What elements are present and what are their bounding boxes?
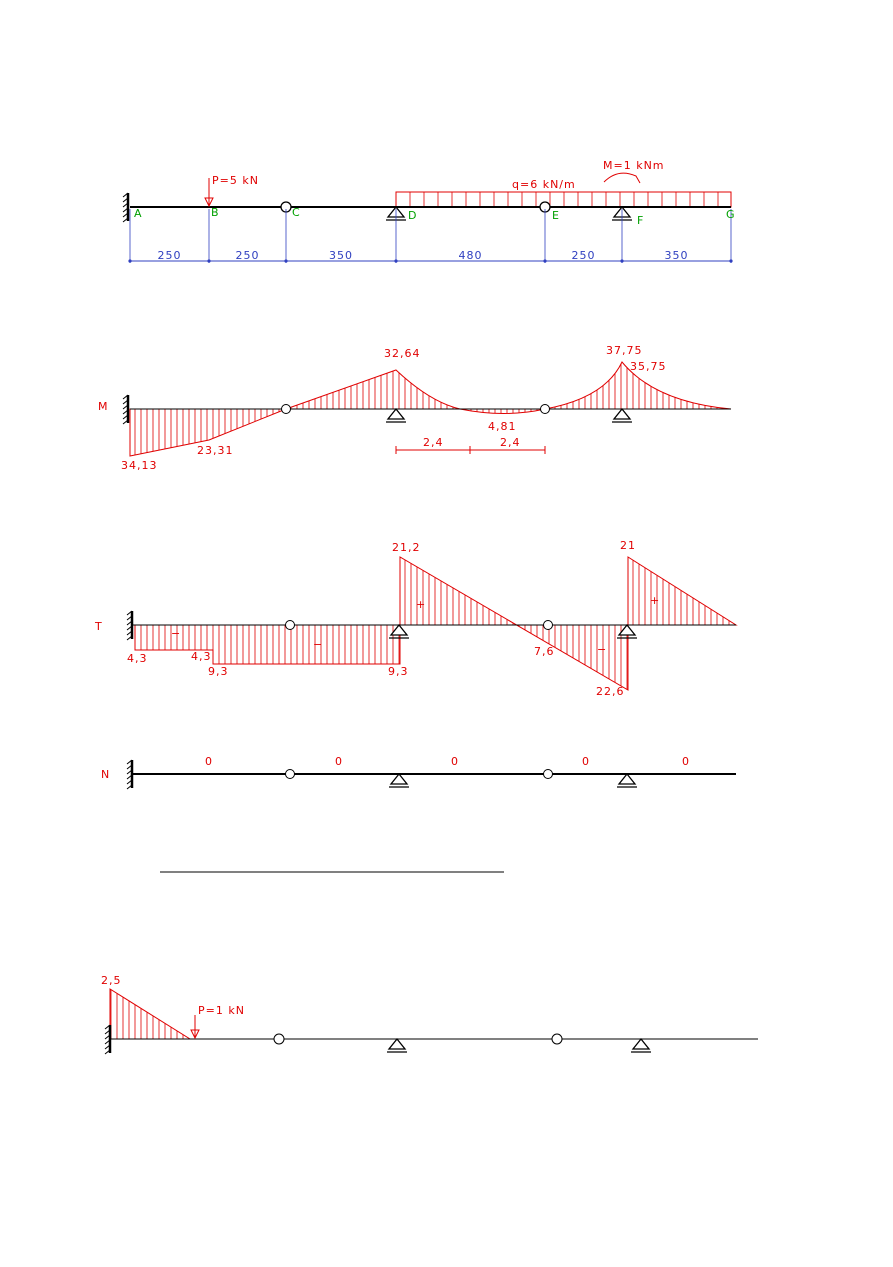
value-label: 22,6 (596, 685, 625, 698)
node-label: A (134, 207, 143, 220)
hinge (543, 620, 553, 630)
shear-shape (627, 556, 738, 626)
load-label: P=1 kN (198, 1004, 245, 1017)
fixed-support (103, 1023, 112, 1056)
value-label: 35,75 (630, 360, 667, 373)
value-label: 9,3 (388, 665, 409, 678)
value-label: 0 (205, 755, 213, 768)
influence-diagram: 2,5 P=1 kN (101, 974, 758, 1056)
beam-scheme: P=5 kN q=6 kN/m M=1 kNm 250 250 350 480 250 3… (121, 159, 736, 263)
force-arrowhead (190, 1029, 200, 1040)
support (386, 1038, 408, 1053)
fixed-support (125, 609, 134, 642)
value-label: 21 (620, 539, 636, 552)
value-label: 0 (335, 755, 343, 768)
diagram-label: M (98, 400, 109, 413)
force-arrowhead (204, 197, 214, 208)
dimension-label: 2,4 (423, 436, 444, 449)
fixed-support (121, 191, 130, 224)
dimension-line (395, 446, 546, 454)
value-label: 2,5 (101, 974, 122, 987)
node-label: F (637, 214, 644, 227)
value-label: 4,3 (191, 650, 212, 663)
dimension-tick (284, 259, 288, 263)
distributed-load (395, 191, 732, 208)
value-label: 4,3 (127, 652, 148, 665)
dimension-tick (128, 259, 132, 263)
dimension-label: 2,4 (500, 436, 521, 449)
value-label: 7,6 (534, 645, 555, 658)
dimension-label: 480 (459, 249, 483, 262)
value-label: 0 (682, 755, 690, 768)
support (388, 773, 410, 788)
dimension-tick (394, 259, 398, 263)
dimension-label: 350 (329, 249, 353, 262)
moment-label: M=1 kNm (603, 159, 665, 172)
dimension-line: 250 250 350 480 250 350 (128, 209, 733, 263)
hinge (540, 404, 550, 414)
support (630, 1038, 652, 1053)
sign-label: − (313, 638, 323, 651)
normal-diagram: N 0 0 0 0 0 (101, 755, 736, 791)
support (616, 773, 638, 788)
sign-label: − (597, 643, 607, 656)
dimension-label: 250 (236, 249, 260, 262)
load-ticks (409, 192, 719, 207)
sign-label: + (650, 594, 660, 607)
value-label: 0 (451, 755, 459, 768)
fixed-support (125, 758, 134, 791)
hinge (281, 404, 291, 414)
load-label: P=5 kN (212, 174, 259, 187)
fixed-support (121, 393, 130, 426)
value-label: 32,64 (384, 347, 421, 360)
moment-arrow (603, 172, 641, 184)
moment-diagram: M 34,13 23,31 32,64 4,81 37,75 35,75 2,4… (98, 344, 732, 472)
shear-diagram: T 4,3 4,3 9,3 9,3 21,2 7,6 22,6 21 − − +… (94, 539, 738, 698)
hinge (285, 769, 295, 779)
hinge (285, 620, 295, 630)
value-label: 21,2 (392, 541, 421, 554)
dimension-label: 250 (572, 249, 596, 262)
value-label: 37,75 (606, 344, 643, 357)
node-label: G (726, 208, 736, 221)
dimension-tick (543, 259, 547, 263)
hinge (551, 1033, 563, 1045)
value-label: 4,81 (488, 420, 517, 433)
value-label: 34,13 (121, 459, 158, 472)
node-label: D (408, 209, 417, 222)
load-label: q=6 kN/m (512, 178, 576, 191)
support (611, 408, 633, 423)
support (385, 408, 407, 423)
moment-shape (109, 988, 192, 1040)
value-label: 23,31 (197, 444, 234, 457)
dimension-label: 350 (665, 249, 689, 262)
node-labels: A B C D E F G (134, 206, 736, 227)
dimension-tick (620, 259, 624, 263)
diagram-label: T (94, 620, 103, 633)
node-label: C (292, 206, 301, 219)
dimension-label: 250 (158, 249, 182, 262)
shear-shape (399, 556, 629, 691)
node-label: E (552, 209, 560, 222)
hinge (543, 769, 553, 779)
hinge (273, 1033, 285, 1045)
value-label: 9,3 (208, 665, 229, 678)
value-label: 0 (582, 755, 590, 768)
sign-label: − (171, 627, 181, 640)
dimension-tick (207, 259, 211, 263)
dimension-tick (729, 259, 733, 263)
sign-label: + (416, 598, 426, 611)
node-label: B (211, 206, 220, 219)
diagram-label: N (101, 768, 110, 781)
